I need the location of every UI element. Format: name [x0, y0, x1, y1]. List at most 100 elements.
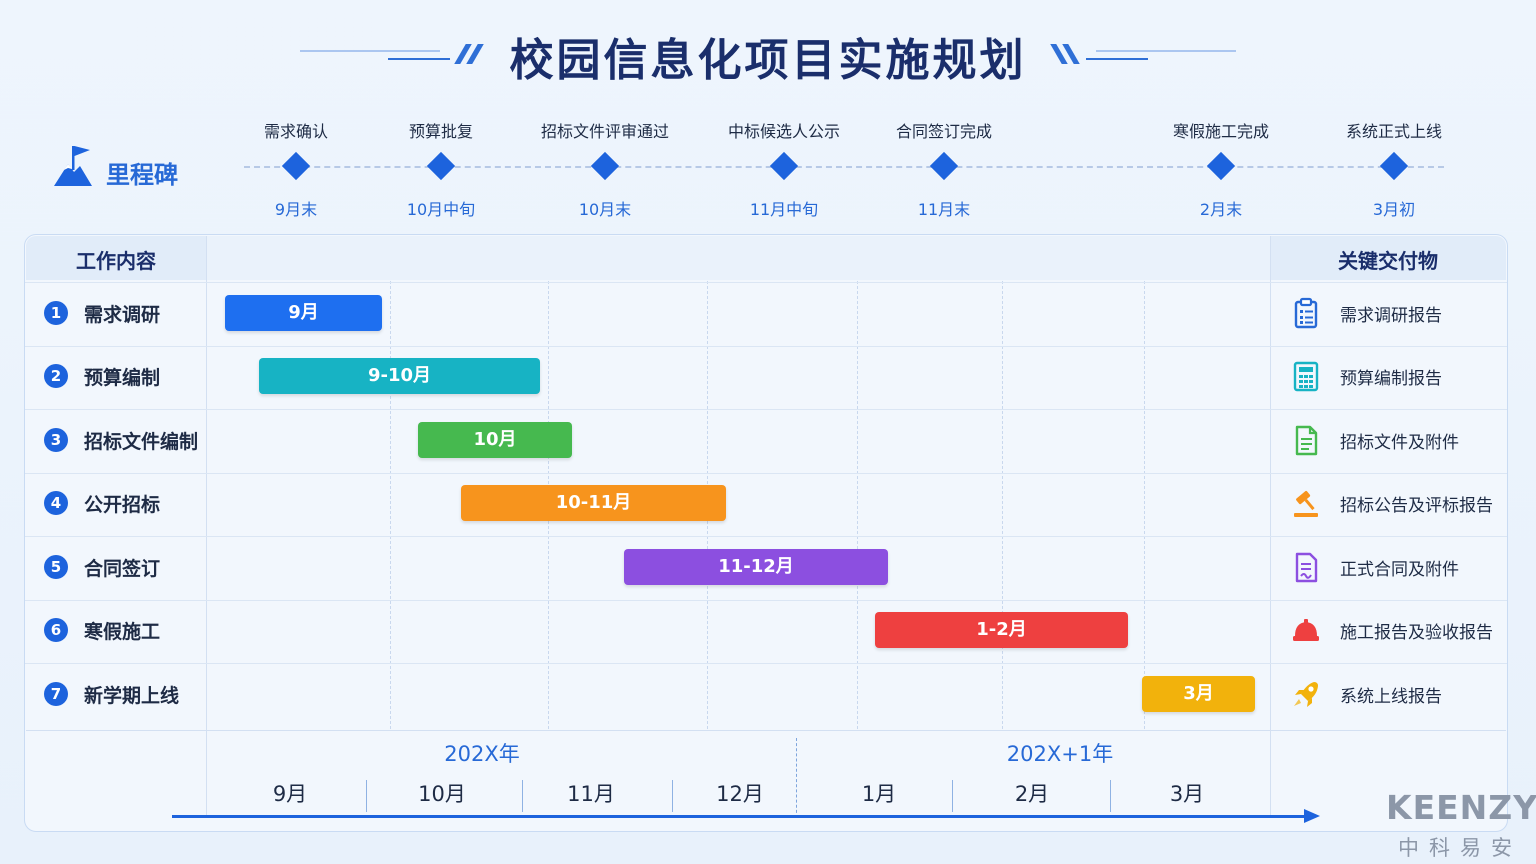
- month-tick: [522, 780, 523, 812]
- milestone-date: 2月末: [1199, 200, 1243, 219]
- deliverable-label: 预算编制报告: [1340, 369, 1442, 390]
- work-column-header: 工作内容: [76, 249, 156, 273]
- milestone-date: 11月中旬: [749, 200, 819, 219]
- milestone-date: 10月中旬: [406, 200, 476, 219]
- rocket-icon: [1294, 681, 1318, 707]
- deliverable-label: 需求调研报告: [1340, 305, 1442, 326]
- task-name: 合同签订: [84, 557, 161, 580]
- task-number-badge: 6: [44, 618, 68, 643]
- month-tick: [672, 780, 673, 812]
- row-divider: [25, 599, 1507, 601]
- title-deco-line-right: [1086, 58, 1148, 60]
- work-header-cell: [26, 236, 206, 280]
- deliverable-label: 招标公告及评标报告: [1340, 496, 1493, 517]
- task-number-badge: 3: [44, 427, 68, 452]
- milestone-name: 寒假施工完成: [1172, 122, 1270, 141]
- gantt-bar: 1-2月: [875, 612, 1128, 649]
- row-divider: [25, 472, 1507, 474]
- brand-logo-cn: 中科易安: [1398, 836, 1522, 860]
- gantt-table: [24, 234, 1508, 832]
- milestone-diamond-icon: [1206, 151, 1236, 181]
- month-label: 3月: [1169, 782, 1205, 806]
- gantt-bar: 9-10月: [259, 358, 540, 395]
- title-deco-line-right-faint: [1096, 50, 1236, 52]
- milestone-diamond-icon: [769, 151, 799, 181]
- gantt-bar: 10月: [418, 421, 572, 458]
- month-label: 9月: [272, 782, 308, 806]
- milestone-diamond-icon: [590, 151, 620, 181]
- hardhat-icon: [1293, 619, 1319, 642]
- milestone-date: 10月末: [578, 200, 632, 219]
- task-number-badge: 7: [44, 681, 68, 706]
- gantt-bar: 3月: [1142, 675, 1255, 712]
- task-name: 新学期上线: [84, 684, 180, 707]
- timeline-axis: [172, 815, 1308, 818]
- year-divider: [796, 738, 797, 818]
- milestone-line: [244, 166, 1444, 168]
- month-label: 2月: [1014, 782, 1050, 806]
- deliverable-label: 正式合同及附件: [1340, 559, 1459, 580]
- gantt-bar: 10-11月: [461, 485, 726, 522]
- page-title: 校园信息化项目实施规划: [509, 35, 1027, 86]
- task-name: 寒假施工: [84, 621, 161, 644]
- month-label: 10月: [418, 782, 466, 806]
- month-tick: [366, 780, 367, 812]
- title-deco-line-left-faint: [300, 50, 440, 52]
- column-divider: [206, 236, 207, 816]
- month-label: 1月: [861, 782, 897, 806]
- milestone-name: 系统正式上线: [1345, 122, 1443, 141]
- milestone-date: 9月末: [274, 200, 318, 219]
- year-label: 202X+1年: [1006, 742, 1114, 766]
- task-number-badge: 4: [44, 491, 68, 516]
- task-number-badge: 2: [44, 364, 68, 389]
- gantt-bar: 9月: [225, 294, 382, 331]
- brand-logo-en: KEENZY: [1386, 788, 1536, 827]
- deliverable-label: 系统上线报告: [1340, 686, 1442, 707]
- row-divider: [25, 345, 1507, 347]
- column-divider: [1270, 236, 1271, 816]
- task-name: 招标文件编制: [84, 430, 199, 453]
- gavel-icon: [1294, 491, 1318, 518]
- milestone-diamond-icon: [1379, 151, 1409, 181]
- deliverable-label: 施工报告及验收报告: [1340, 623, 1493, 644]
- milestone-name: 招标文件评审通过: [540, 122, 670, 141]
- month-tick: [952, 780, 953, 812]
- mountain-flag-icon: [54, 146, 92, 186]
- task-name: 需求调研: [84, 303, 161, 326]
- footer-divider: [26, 730, 1506, 731]
- row-divider: [25, 282, 1507, 283]
- month-gridline: [1144, 281, 1145, 729]
- milestone-name: 预算批复: [408, 122, 474, 141]
- row-divider: [25, 663, 1507, 664]
- timeline-header-cell: [206, 236, 1270, 280]
- milestone-diamond-icon: [929, 151, 959, 181]
- task-name: 公开招标: [84, 494, 161, 517]
- timeline-arrow-icon: [1304, 809, 1320, 823]
- task-name: 预算编制: [84, 367, 161, 390]
- row-divider: [25, 409, 1507, 410]
- gantt-bar: 11-12月: [624, 548, 888, 585]
- month-label: 12月: [716, 782, 764, 806]
- milestone-name: 中标候选人公示: [727, 122, 841, 141]
- month-gridline: [1002, 281, 1003, 729]
- milestone-section-label: 里程碑: [106, 161, 178, 189]
- milestone-name: 合同签订完成: [895, 122, 993, 141]
- milestone-date: 11月末: [917, 200, 971, 219]
- month-gridline: [390, 281, 391, 729]
- title-deco-line-left: [388, 58, 450, 60]
- deliverable-header-cell: [1270, 236, 1506, 280]
- month-gridline: [857, 281, 858, 729]
- year-label: 202X年: [444, 742, 520, 766]
- calculator-icon: [1293, 362, 1319, 392]
- milestone-diamond-icon: [281, 151, 311, 181]
- month-label: 11月: [567, 782, 615, 806]
- document-icon: [1295, 425, 1318, 455]
- contract-icon: [1295, 552, 1318, 582]
- month-tick: [1110, 780, 1111, 812]
- deliverable-label: 招标文件及附件: [1340, 432, 1459, 453]
- task-number-badge: 1: [44, 300, 68, 325]
- milestone-date: 3月初: [1372, 200, 1416, 219]
- deliverable-column-header: 关键交付物: [1338, 249, 1438, 273]
- row-divider: [25, 536, 1507, 537]
- clipboard-icon: [1294, 297, 1318, 328]
